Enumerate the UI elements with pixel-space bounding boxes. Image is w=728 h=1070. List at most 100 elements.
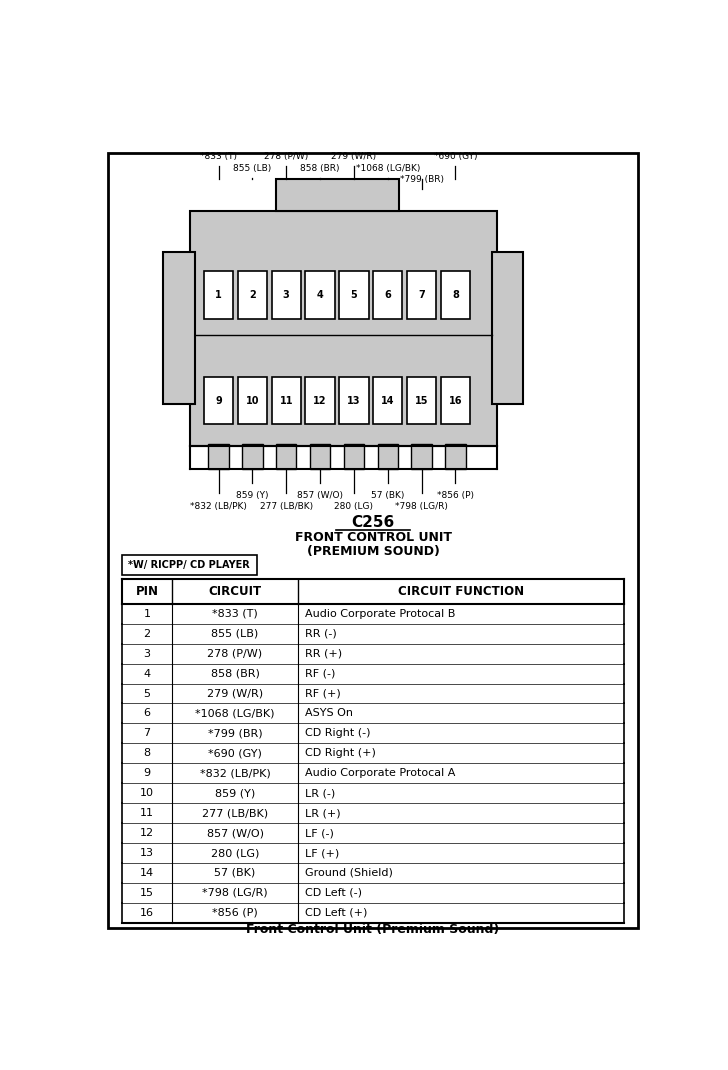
Text: CD Left (+): CD Left (+) (304, 907, 367, 918)
FancyBboxPatch shape (122, 555, 258, 575)
Text: *799 (BR): *799 (BR) (400, 175, 443, 184)
Text: 278 (P/W): 278 (P/W) (207, 648, 263, 659)
Text: 4: 4 (143, 669, 151, 678)
Text: Audio Corporate Protocal A: Audio Corporate Protocal A (304, 768, 455, 778)
Text: RF (+): RF (+) (304, 688, 340, 699)
Text: 855 (LB): 855 (LB) (211, 629, 258, 639)
Text: 279 (W/R): 279 (W/R) (331, 152, 376, 162)
FancyBboxPatch shape (237, 271, 267, 319)
Text: 8: 8 (452, 290, 459, 300)
Text: 1: 1 (215, 290, 222, 300)
Text: 57 (BK): 57 (BK) (371, 491, 405, 500)
FancyBboxPatch shape (339, 271, 368, 319)
Text: 857 (W/O): 857 (W/O) (297, 491, 343, 500)
Text: 859 (Y): 859 (Y) (236, 491, 269, 500)
Text: *798 (LG/R): *798 (LG/R) (395, 502, 448, 510)
Text: 10: 10 (140, 789, 154, 798)
FancyBboxPatch shape (407, 271, 436, 319)
Bar (411, 444, 432, 469)
Text: *833 (T): *833 (T) (200, 152, 237, 162)
Text: RR (+): RR (+) (304, 648, 341, 659)
Text: 858 (BR): 858 (BR) (301, 164, 340, 173)
Text: *832 (LB/PK): *832 (LB/PK) (199, 768, 270, 778)
Text: *1068 (LG/BK): *1068 (LG/BK) (355, 164, 420, 173)
Text: 9: 9 (143, 768, 151, 778)
Text: 855 (LB): 855 (LB) (233, 164, 272, 173)
Bar (208, 444, 229, 469)
Bar (276, 444, 296, 469)
Text: 11: 11 (280, 396, 293, 406)
FancyBboxPatch shape (491, 251, 523, 404)
Text: 7: 7 (143, 729, 151, 738)
FancyBboxPatch shape (276, 180, 399, 211)
FancyBboxPatch shape (441, 377, 470, 425)
Text: 6: 6 (384, 290, 391, 300)
Bar (378, 444, 398, 469)
FancyBboxPatch shape (373, 377, 403, 425)
Text: LR (+): LR (+) (304, 808, 340, 819)
Text: *798 (LG/R): *798 (LG/R) (202, 888, 268, 898)
Text: 279 (W/R): 279 (W/R) (207, 688, 263, 699)
Text: 13: 13 (140, 849, 154, 858)
Bar (344, 444, 364, 469)
Text: 10: 10 (245, 396, 259, 406)
Text: C256: C256 (352, 516, 395, 531)
FancyBboxPatch shape (339, 377, 368, 425)
Bar (446, 444, 466, 469)
FancyBboxPatch shape (108, 153, 638, 928)
Text: CIRCUIT: CIRCUIT (208, 585, 261, 598)
Text: LR (-): LR (-) (304, 789, 335, 798)
Text: 57 (BK): 57 (BK) (214, 868, 256, 878)
Text: 12: 12 (140, 828, 154, 838)
FancyBboxPatch shape (237, 377, 267, 425)
Bar (242, 444, 263, 469)
Text: 2: 2 (143, 629, 151, 639)
FancyBboxPatch shape (373, 271, 403, 319)
FancyBboxPatch shape (306, 377, 335, 425)
Text: 5: 5 (143, 688, 151, 699)
Text: ASYS On: ASYS On (304, 708, 352, 718)
Text: 280 (LG): 280 (LG) (334, 502, 373, 510)
Text: 5: 5 (351, 290, 357, 300)
Text: *1068 (LG/BK): *1068 (LG/BK) (195, 708, 274, 718)
Text: 6: 6 (143, 708, 151, 718)
Text: 14: 14 (140, 868, 154, 878)
Text: RR (-): RR (-) (304, 629, 336, 639)
Text: CIRCUIT FUNCTION: CIRCUIT FUNCTION (398, 585, 524, 598)
Text: 11: 11 (140, 808, 154, 819)
FancyBboxPatch shape (407, 377, 436, 425)
Text: 9: 9 (215, 396, 222, 406)
Text: LF (-): LF (-) (304, 828, 333, 838)
Text: *690 (GY): *690 (GY) (434, 152, 478, 162)
Text: 4: 4 (317, 290, 323, 300)
Text: 16: 16 (448, 396, 462, 406)
Text: Front Control Unit (Premium Sound): Front Control Unit (Premium Sound) (247, 922, 499, 936)
Text: 858 (BR): 858 (BR) (210, 669, 259, 678)
Text: PIN: PIN (135, 585, 159, 598)
FancyBboxPatch shape (204, 271, 233, 319)
Text: 15: 15 (140, 888, 154, 898)
FancyBboxPatch shape (162, 251, 195, 404)
Text: CD Right (-): CD Right (-) (304, 729, 370, 738)
FancyBboxPatch shape (306, 271, 335, 319)
Text: 1: 1 (143, 609, 151, 618)
Text: 16: 16 (140, 907, 154, 918)
Text: 13: 13 (347, 396, 360, 406)
Bar (310, 444, 331, 469)
Text: (PREMIUM SOUND): (PREMIUM SOUND) (306, 546, 440, 559)
FancyBboxPatch shape (441, 271, 470, 319)
Bar (122, 579, 624, 603)
Text: *833 (T): *833 (T) (212, 609, 258, 618)
Text: 15: 15 (415, 396, 428, 406)
Text: 3: 3 (143, 648, 151, 659)
Text: 280 (LG): 280 (LG) (211, 849, 259, 858)
Text: LF (+): LF (+) (304, 849, 339, 858)
Text: 12: 12 (313, 396, 327, 406)
Text: CD Right (+): CD Right (+) (304, 748, 376, 759)
Text: RF (-): RF (-) (304, 669, 335, 678)
Text: 8: 8 (143, 748, 151, 759)
Text: *W/ RICPP/ CD PLAYER: *W/ RICPP/ CD PLAYER (127, 560, 250, 570)
Text: 277 (LB/BK): 277 (LB/BK) (260, 502, 313, 510)
Text: CD Left (-): CD Left (-) (304, 888, 362, 898)
Text: Audio Corporate Protocal B: Audio Corporate Protocal B (304, 609, 455, 618)
